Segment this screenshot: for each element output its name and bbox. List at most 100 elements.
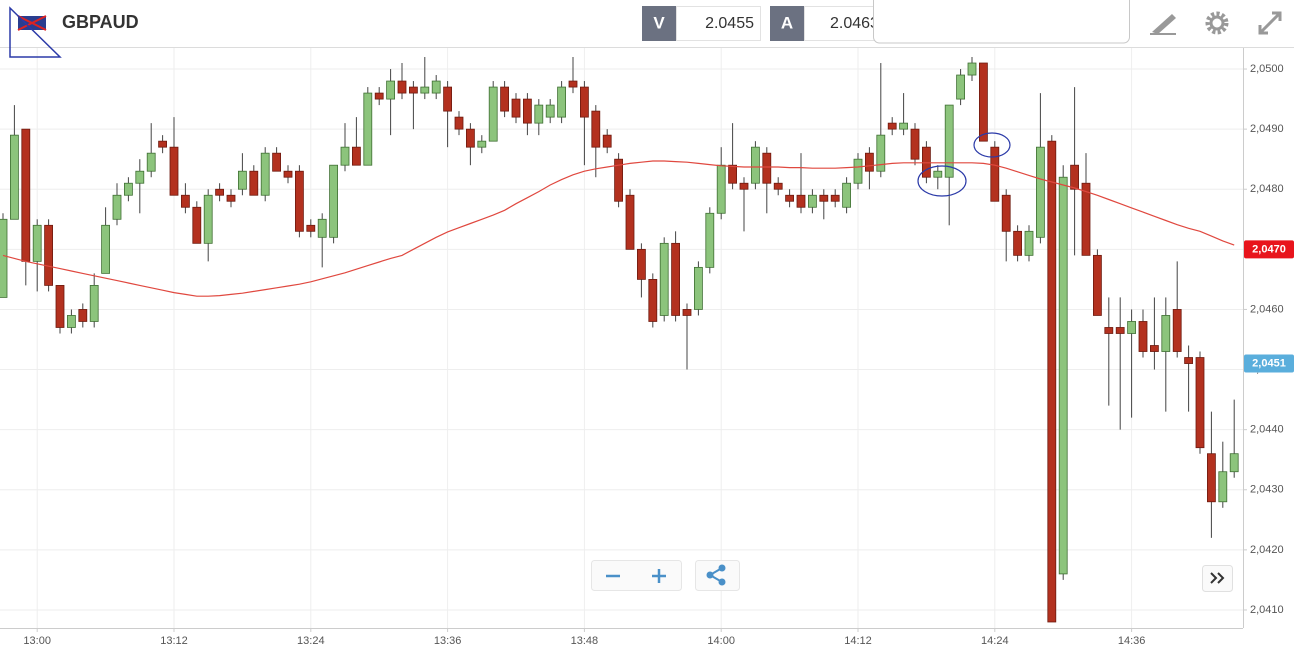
candle-body (1229, 453, 1239, 473)
candle-body (169, 146, 179, 196)
y-tick-label: 2,0440 (1250, 424, 1284, 436)
share-button[interactable] (695, 560, 740, 591)
candle-body (602, 134, 612, 148)
candle-body (614, 158, 623, 202)
y-tick-label: 2,0420 (1250, 544, 1284, 556)
candle-body (682, 309, 692, 316)
candle-body (192, 206, 202, 244)
candle-body (500, 86, 510, 112)
x-tick-label: 14:36 (1118, 635, 1146, 647)
candle-body (830, 194, 840, 202)
candle-body (705, 212, 715, 268)
candle-body (226, 194, 236, 202)
candle-body (1081, 182, 1091, 256)
zoom-in-button[interactable] (652, 569, 666, 583)
buy-button[interactable] (770, 6, 804, 41)
candle-body (773, 182, 783, 190)
candle-body (78, 309, 88, 322)
candle-body (625, 194, 635, 250)
symbol: GBPAUD (62, 12, 139, 32)
candle-body (397, 80, 407, 94)
candle-body (477, 140, 487, 148)
candle-body (580, 86, 589, 118)
double-chevron (1210, 572, 1225, 584)
pencil-shape (1152, 14, 1176, 34)
candle-body (785, 194, 794, 202)
candle-body (294, 170, 304, 232)
candle-body (158, 140, 168, 148)
x-tick-label: 13:12 (160, 635, 188, 647)
candle-body (112, 194, 122, 220)
candle-body (1138, 321, 1148, 352)
scroll-end-button[interactable] (1202, 565, 1233, 592)
candle-body (67, 315, 76, 328)
candle-body (1036, 146, 1045, 238)
candle-body (523, 98, 532, 124)
settings-icon[interactable] (1205, 11, 1229, 35)
x-tick-label: 14:00 (707, 635, 735, 647)
candle-body (933, 170, 943, 178)
candle-body (637, 248, 646, 280)
price-badge-label: 2,0451 (1252, 357, 1286, 369)
fullscreen-icon[interactable] (1258, 11, 1282, 35)
candle-body (0, 218, 8, 298)
candle-body (967, 62, 977, 76)
plot-area: 2,04102,04202,04302,04402,04502,04602,04… (0, 48, 1294, 647)
y-tick-label: 2,0430 (1250, 484, 1284, 496)
candle-body (659, 242, 669, 316)
candle-body (306, 224, 316, 232)
candle-body (922, 146, 931, 178)
candle-body (557, 86, 566, 118)
candle-body (568, 80, 578, 88)
candle-body (1093, 254, 1102, 316)
candle-body (146, 152, 156, 172)
candle-body (443, 86, 453, 112)
candle-body (910, 128, 920, 160)
sell-price-box (676, 6, 761, 41)
zoom-controls (591, 560, 682, 591)
candle-body (1195, 357, 1205, 449)
y-tick-label: 2,0410 (1250, 604, 1284, 616)
candle-body (1184, 357, 1193, 364)
candle-body (648, 278, 658, 322)
candle-body (808, 194, 817, 208)
candle-body (465, 128, 475, 148)
candle-body (534, 104, 544, 124)
drawing-triangle (9, 6, 62, 58)
candle-body (32, 224, 42, 262)
candle-body (1172, 309, 1182, 352)
candle-body (842, 182, 851, 208)
candle-body (511, 98, 521, 118)
y-tick-label: 2,0500 (1250, 63, 1284, 75)
y-tick-label: 2,0480 (1250, 183, 1284, 195)
candle-body (1001, 194, 1011, 232)
x-tick-label: 13:24 (297, 635, 325, 647)
price-badge (1244, 240, 1294, 259)
candle-body (124, 182, 133, 196)
candle-body (1150, 345, 1159, 352)
expand-arrows (1258, 11, 1282, 35)
candle-body (283, 170, 293, 178)
candle-body (203, 194, 213, 244)
candle-body (671, 242, 680, 316)
share-icon (706, 564, 726, 586)
popup-panel (873, 0, 1130, 44)
draw-tool-icon[interactable] (1150, 14, 1176, 35)
x-tick-label: 14:24 (981, 635, 1009, 647)
sell-button[interactable] (642, 6, 676, 41)
candle-body (1047, 140, 1057, 623)
candle-body (865, 152, 874, 172)
candle-body (796, 194, 806, 208)
candle-body (431, 80, 441, 94)
candle-body (751, 146, 760, 184)
candle-body (739, 182, 749, 190)
candle-body (374, 92, 384, 100)
candle-body (591, 110, 601, 148)
candle-body (1104, 327, 1114, 334)
candle-body (1024, 230, 1034, 256)
candle-body (180, 194, 190, 208)
candle-body (249, 170, 259, 196)
